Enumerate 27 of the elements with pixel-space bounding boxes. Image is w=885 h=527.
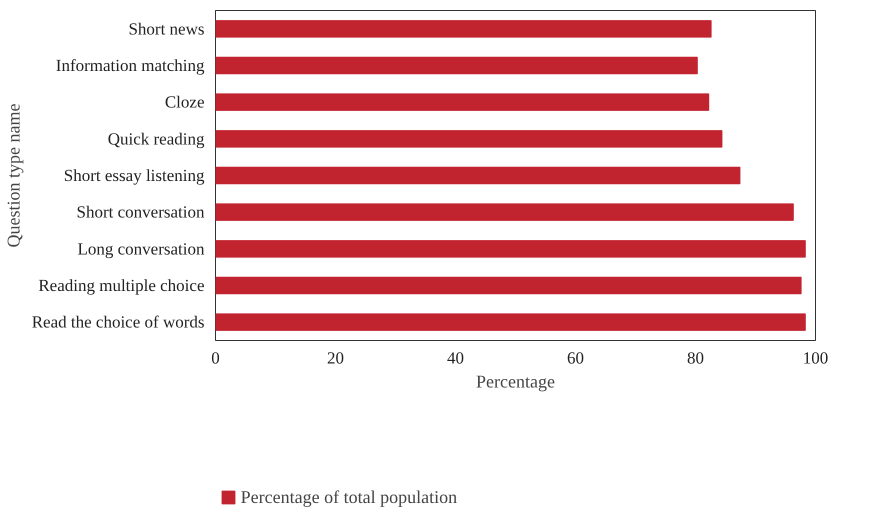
y-tick-label: Quick reading bbox=[108, 129, 205, 148]
y-tick-label: Cloze bbox=[164, 92, 205, 112]
x-tick-label: 60 bbox=[567, 348, 584, 368]
bar bbox=[216, 93, 710, 111]
y-tick-label: Short news bbox=[128, 19, 205, 38]
x-tick-label: 40 bbox=[447, 348, 464, 368]
bar bbox=[216, 276, 802, 294]
y-tick-label: Short conversation bbox=[76, 202, 205, 222]
y-tick-label: Short essay listening bbox=[64, 166, 205, 185]
bar bbox=[216, 130, 722, 148]
bar bbox=[216, 203, 794, 221]
x-tick-label: 0 bbox=[211, 348, 220, 368]
y-tick-label: Reading multiple choice bbox=[38, 276, 205, 295]
bar bbox=[216, 240, 806, 258]
y-tick-label: Read the choice of words bbox=[32, 312, 205, 332]
bar bbox=[216, 20, 712, 38]
x-tick-label: 100 bbox=[802, 348, 828, 368]
bar bbox=[216, 313, 806, 331]
bar bbox=[216, 166, 740, 184]
y-axis-title: Question type name bbox=[4, 104, 24, 248]
x-tick-label: 80 bbox=[687, 348, 704, 368]
y-tick-label: Information matching bbox=[56, 56, 205, 75]
x-axis-title: Percentage bbox=[476, 372, 555, 392]
legend-label: Percentage of total population bbox=[240, 486, 458, 508]
bar bbox=[216, 56, 698, 74]
y-tick-label: Long conversation bbox=[78, 239, 205, 258]
x-tick-label: 20 bbox=[327, 348, 344, 368]
